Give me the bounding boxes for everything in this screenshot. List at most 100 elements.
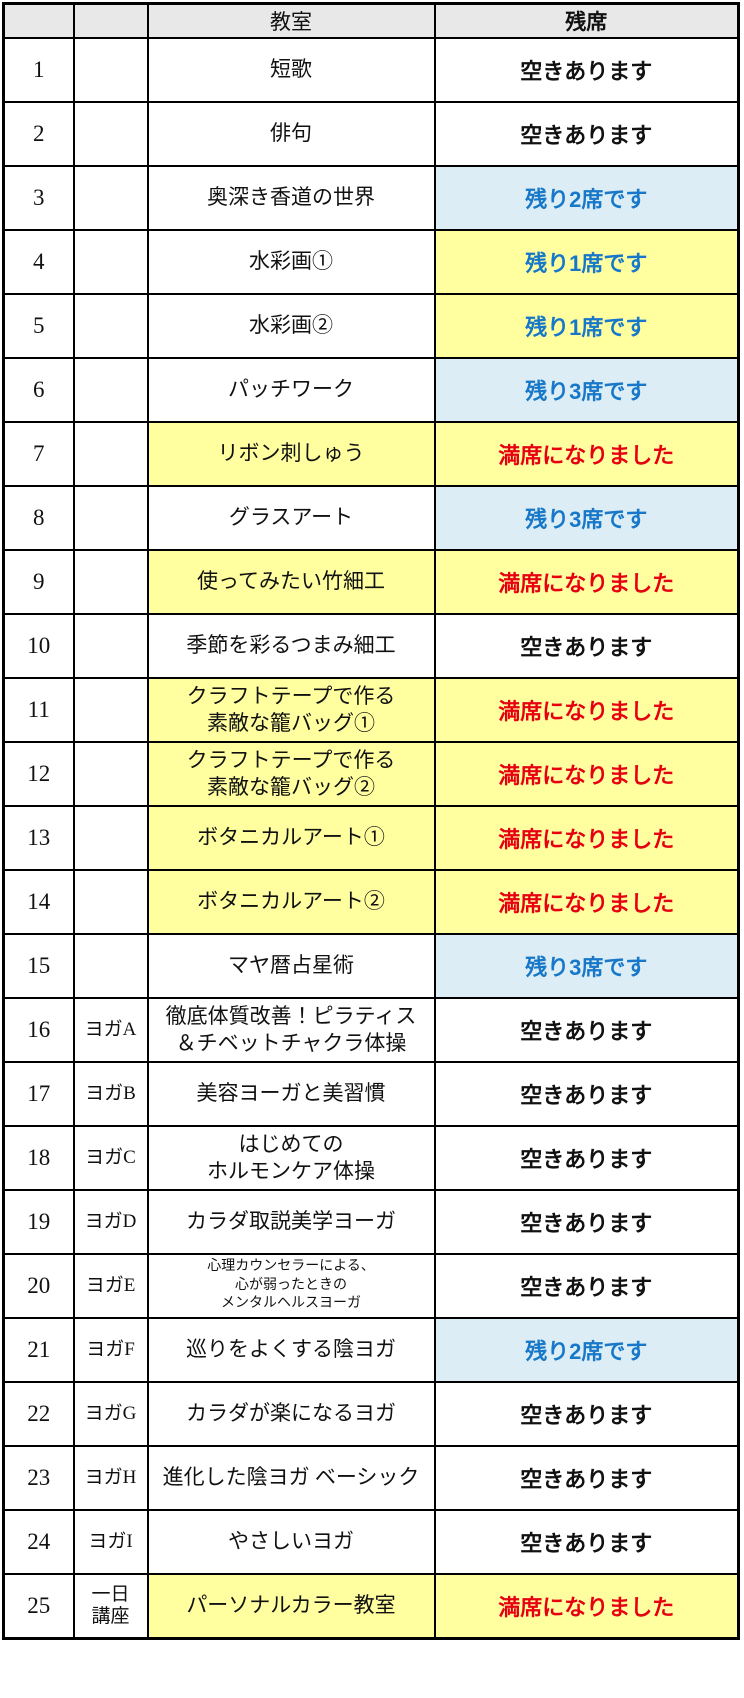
category-cell: ヨガG — [72, 1381, 149, 1447]
status-cell: 残り1席です — [433, 293, 740, 359]
row-number-cell: 9 — [2, 549, 75, 615]
category-cell: ヨガE — [72, 1253, 149, 1319]
class-name-cell: やさしいヨガ — [146, 1509, 436, 1575]
class-name-cell: 短歌 — [146, 37, 436, 103]
row-number-cell: 3 — [2, 165, 75, 231]
header-seats-label: 残席 — [433, 2, 740, 39]
row-number-cell: 11 — [2, 677, 75, 743]
status-cell: 空きあります — [433, 37, 740, 103]
header-class-label: 教室 — [146, 2, 436, 39]
class-availability-table: 教室 残席 1 短歌 空きあります 2 俳句 空きあります 3 奥深き香道の世界… — [2, 2, 740, 1640]
status-cell: 空きあります — [433, 1253, 740, 1319]
class-name-cell: はじめての ホルモンケア体操 — [146, 1125, 436, 1191]
category-cell — [72, 37, 149, 103]
table-row: 17 ヨガB 美容ヨーガと美習慣 空きあります — [2, 1061, 740, 1127]
category-cell — [72, 741, 149, 807]
class-name-cell: 奥深き香道の世界 — [146, 165, 436, 231]
category-cell — [72, 869, 149, 935]
status-cell: 空きあります — [433, 997, 740, 1063]
class-name-cell: パーソナルカラー教室 — [146, 1573, 436, 1640]
row-number-cell: 17 — [2, 1061, 75, 1127]
table-row: 9 使ってみたい竹細工 満席になりました — [2, 549, 740, 615]
table-row: 20 ヨガE 心理カウンセラーによる、 心が弱ったときの メンタルヘルスヨーガ 空き… — [2, 1253, 740, 1319]
status-cell: 満席になりました — [433, 805, 740, 871]
row-number-cell: 10 — [2, 613, 75, 679]
table-row: 16 ヨガA 徹底体質改善！ピラティス ＆チベットチャクラ体操 空きあります — [2, 997, 740, 1063]
status-cell: 満席になりました — [433, 549, 740, 615]
table-row: 7 リボン刺しゅう 満席になりました — [2, 421, 740, 487]
row-number-cell: 12 — [2, 741, 75, 807]
row-number-cell: 14 — [2, 869, 75, 935]
class-name-cell: クラフトテープで作る 素敵な籠バッグ② — [146, 741, 436, 807]
header-category-cell — [72, 2, 149, 39]
table-row: 13 ボタニカルアート① 満席になりました — [2, 805, 740, 871]
row-number-cell: 18 — [2, 1125, 75, 1191]
category-cell — [72, 357, 149, 423]
row-number-cell: 19 — [2, 1189, 75, 1255]
table-row: 21 ヨガF 巡りをよくする陰ヨガ 残り2席です — [2, 1317, 740, 1383]
row-number-cell: 13 — [2, 805, 75, 871]
category-cell — [72, 101, 149, 167]
status-cell: 残り2席です — [433, 165, 740, 231]
row-number-cell: 20 — [2, 1253, 75, 1319]
status-cell: 残り1席です — [433, 229, 740, 295]
status-cell: 残り3席です — [433, 357, 740, 423]
category-cell: 一日 講座 — [72, 1573, 149, 1640]
table-row: 11 クラフトテープで作る 素敵な籠バッグ① 満席になりました — [2, 677, 740, 743]
status-cell: 空きあります — [433, 1509, 740, 1575]
category-cell — [72, 933, 149, 999]
category-cell — [72, 549, 149, 615]
class-name-cell: 徹底体質改善！ピラティス ＆チベットチャクラ体操 — [146, 997, 436, 1063]
table-row: 14 ボタニカルアート② 満席になりました — [2, 869, 740, 935]
status-cell: 満席になりました — [433, 869, 740, 935]
row-number-cell: 8 — [2, 485, 75, 551]
table-row: 1 短歌 空きあります — [2, 37, 740, 103]
table-row: 4 水彩画① 残り1席です — [2, 229, 740, 295]
class-name-cell: リボン刺しゅう — [146, 421, 436, 487]
table-row: 6 パッチワーク 残り3席です — [2, 357, 740, 423]
status-cell: 残り3席です — [433, 485, 740, 551]
class-name-cell: ボタニカルアート② — [146, 869, 436, 935]
status-cell: 満席になりました — [433, 677, 740, 743]
class-name-cell: マヤ暦占星術 — [146, 933, 436, 999]
table-row: 18 ヨガC はじめての ホルモンケア体操 空きあります — [2, 1125, 740, 1191]
status-cell: 空きあります — [433, 1189, 740, 1255]
row-number-cell: 6 — [2, 357, 75, 423]
table-row: 3 奥深き香道の世界 残り2席です — [2, 165, 740, 231]
table-row: 22 ヨガG カラダが楽になるヨガ 空きあります — [2, 1381, 740, 1447]
status-cell: 残り2席です — [433, 1317, 740, 1383]
status-cell: 空きあります — [433, 1381, 740, 1447]
row-number-cell: 25 — [2, 1573, 75, 1640]
table-row: 25 一日 講座 パーソナルカラー教室 満席になりました — [2, 1573, 740, 1640]
category-cell — [72, 229, 149, 295]
row-number-cell: 1 — [2, 37, 75, 103]
table-row: 10 季節を彩るつまみ細工 空きあります — [2, 613, 740, 679]
table-row: 23 ヨガH 進化した陰ヨガ ベーシック 空きあります — [2, 1445, 740, 1511]
class-name-cell: ボタニカルアート① — [146, 805, 436, 871]
table-row: 15 マヤ暦占星術 残り3席です — [2, 933, 740, 999]
row-number-cell: 16 — [2, 997, 75, 1063]
status-cell: 空きあります — [433, 101, 740, 167]
status-cell: 空きあります — [433, 1061, 740, 1127]
table-body: 1 短歌 空きあります 2 俳句 空きあります 3 奥深き香道の世界 残り2席で… — [2, 37, 740, 1640]
status-cell: 空きあります — [433, 1445, 740, 1511]
category-cell — [72, 613, 149, 679]
class-name-cell: 季節を彩るつまみ細工 — [146, 613, 436, 679]
status-cell: 空きあります — [433, 1125, 740, 1191]
header-number-cell — [2, 2, 75, 39]
class-name-cell: カラダが楽になるヨガ — [146, 1381, 436, 1447]
category-cell — [72, 165, 149, 231]
row-number-cell: 5 — [2, 293, 75, 359]
table-row: 8 グラスアート 残り3席です — [2, 485, 740, 551]
row-number-cell: 21 — [2, 1317, 75, 1383]
row-number-cell: 7 — [2, 421, 75, 487]
category-cell — [72, 421, 149, 487]
row-number-cell: 2 — [2, 101, 75, 167]
row-number-cell: 4 — [2, 229, 75, 295]
category-cell: ヨガI — [72, 1509, 149, 1575]
category-cell — [72, 805, 149, 871]
category-cell — [72, 677, 149, 743]
class-name-cell: 俳句 — [146, 101, 436, 167]
class-name-cell: パッチワーク — [146, 357, 436, 423]
class-name-cell: 心理カウンセラーによる、 心が弱ったときの メンタルヘルスヨーガ — [146, 1253, 436, 1319]
